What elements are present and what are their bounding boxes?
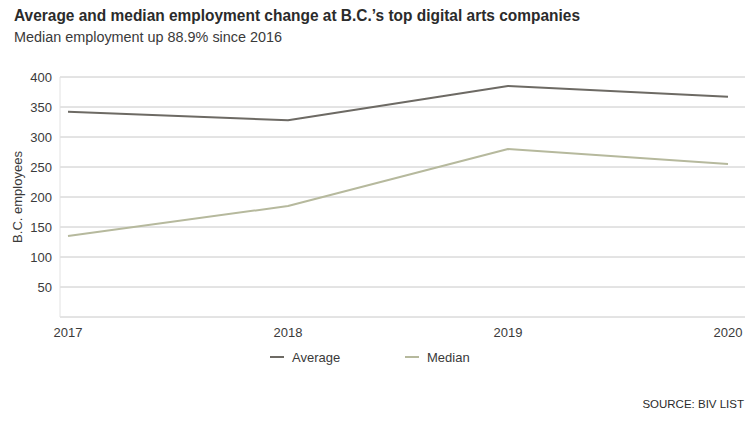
- source: SOURCE: BIV LIST: [642, 398, 744, 410]
- x-tick-label: 2017: [54, 325, 83, 340]
- legend: Average Median: [270, 350, 470, 365]
- series-line: [68, 149, 728, 236]
- grid-line: [60, 137, 745, 138]
- grid-line: [60, 77, 745, 78]
- y-tick-label: 300: [30, 130, 52, 145]
- grid-line: [60, 257, 745, 258]
- y-tick-label: 200: [30, 190, 52, 205]
- y-tick-label: 250: [30, 160, 52, 175]
- y-tick-label: 400: [30, 70, 52, 85]
- legend-label: Average: [292, 350, 340, 365]
- x-axis-line: [60, 317, 745, 318]
- chart-container: Average and median employment change at …: [0, 0, 750, 421]
- plot-area: [68, 86, 728, 236]
- y-axis-label: B.C. employees: [10, 151, 25, 243]
- subtitle: Median employment up 88.9% since 2016: [14, 29, 282, 45]
- grid-line: [60, 197, 745, 198]
- grid-line: [60, 227, 745, 228]
- grid-line: [60, 107, 745, 108]
- x-tick-label: 2020: [714, 325, 743, 340]
- grid-line: [60, 167, 745, 168]
- series-line: [68, 86, 728, 120]
- title: Average and median employment change at …: [14, 6, 580, 25]
- y-tick-label: 150: [30, 220, 52, 235]
- legend-label: Median: [427, 350, 470, 365]
- legend-swatch: [405, 356, 419, 358]
- x-tick-label: 2018: [274, 325, 303, 340]
- y-tick-label: 100: [30, 250, 52, 265]
- chart-svg: Average and median employment change at …: [0, 0, 750, 421]
- grid-line: [60, 287, 745, 288]
- y-tick-label: 350: [30, 100, 52, 115]
- legend-swatch: [270, 356, 284, 358]
- y-axis-line: [60, 77, 61, 317]
- y-tick-label: 50: [38, 280, 52, 295]
- x-tick-label: 2019: [494, 325, 523, 340]
